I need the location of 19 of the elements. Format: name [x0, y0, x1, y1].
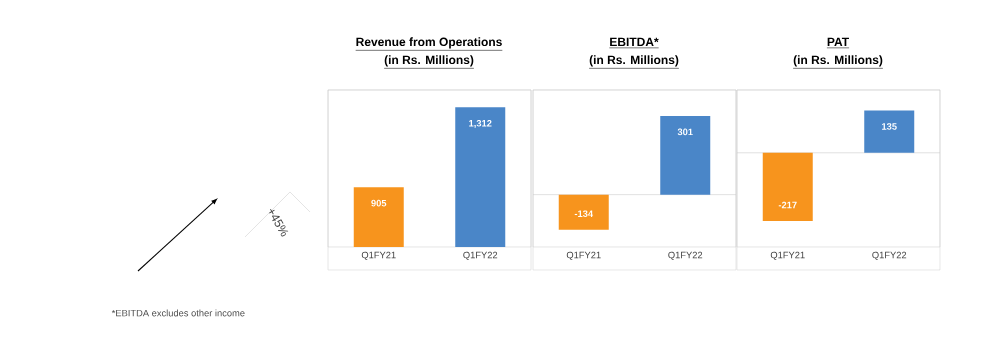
chart-subtitle: (in Rs. Millions)	[589, 55, 679, 67]
x-tick-label: Q1FY22	[463, 251, 498, 260]
chart-subtitle: (in Rs. Millions)	[384, 55, 474, 67]
x-tick-label: Q1FY22	[872, 251, 907, 260]
data-label: 1,312	[469, 119, 492, 128]
data-label: -134	[574, 210, 594, 218]
data-label: 135	[882, 123, 897, 130]
chart-title: EBITDA*	[610, 37, 659, 46]
x-tick-label: Q1FY21	[770, 251, 805, 260]
x-tick-label: Q1FY21	[361, 251, 396, 260]
text: *EBITDA excludes other income	[111, 309, 245, 317]
data-label: -217	[778, 201, 797, 209]
chart-title: PAT	[827, 37, 849, 46]
data-label: 905	[371, 199, 387, 207]
x-tick-label: Q1FY21	[566, 251, 601, 260]
chart-title: Revenue from Operations	[356, 37, 502, 49]
x-tick-label: Q1FY22	[668, 251, 703, 260]
chart-subtitle: (in Rs. Millions)	[793, 55, 883, 67]
data-label: 301	[677, 128, 693, 136]
